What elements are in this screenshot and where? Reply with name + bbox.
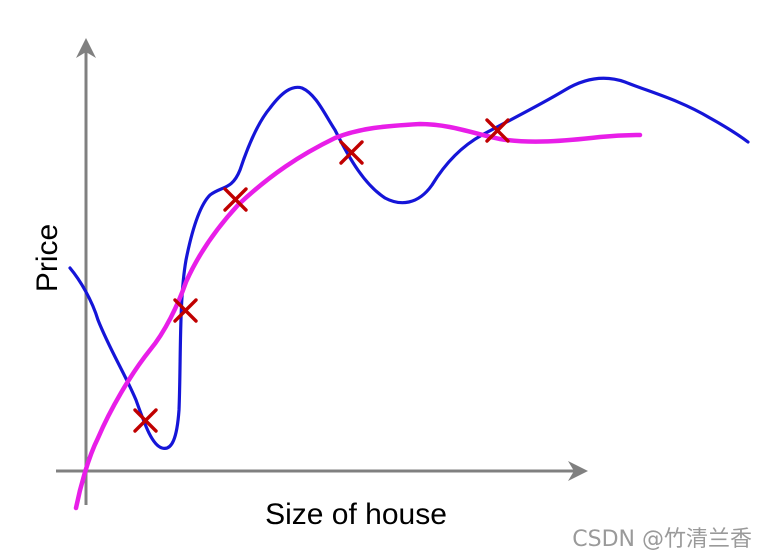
y-axis-arrowhead: [76, 38, 96, 58]
y-axis-label: Price: [31, 224, 64, 292]
data-point-marker: [339, 140, 364, 165]
data-point-marker: [223, 187, 248, 212]
overfit-curve: [68, 76, 750, 450]
x-axis-label: Size of house: [265, 498, 447, 531]
data-point-marker: [133, 408, 158, 433]
x-axis-arrowhead: [568, 461, 588, 481]
data-point-marker: [485, 118, 510, 143]
y-axis: [76, 38, 96, 505]
watermark-text: CSDN @竹清兰香: [572, 527, 752, 552]
data-point-marker: [173, 298, 198, 323]
smooth-fit-curve: [73, 121, 643, 511]
x-axis: [56, 461, 588, 481]
